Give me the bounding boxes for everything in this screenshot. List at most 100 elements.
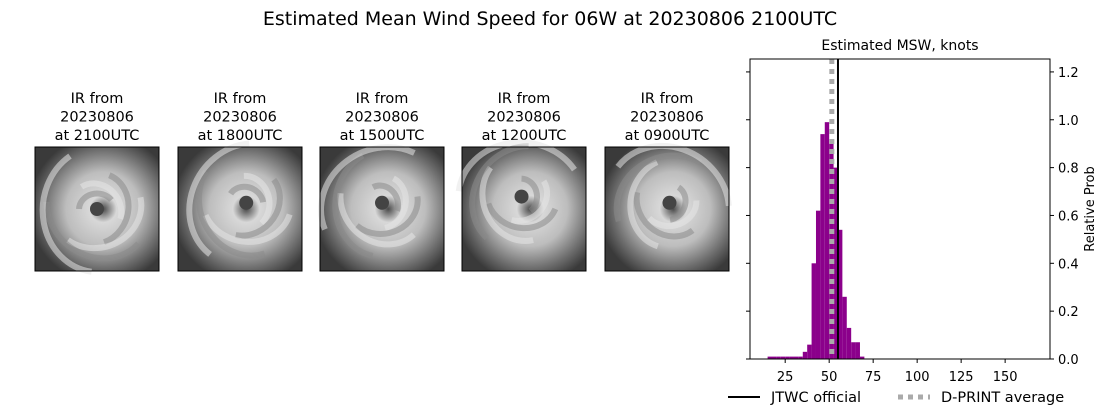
x-tick-label: 100 — [905, 370, 930, 385]
y-tick-label: 0.6 — [1058, 209, 1079, 224]
satellite-image — [177, 140, 303, 272]
image-title: IR from — [214, 91, 267, 107]
bar — [842, 296, 847, 359]
eye — [662, 195, 677, 210]
satellite-image — [34, 146, 160, 275]
image-title: 20230806 — [630, 110, 704, 126]
y-tick-label: 0.0 — [1058, 353, 1079, 368]
y-axis-label: Relative Prob — [1083, 166, 1098, 251]
cloud-band — [202, 213, 293, 245]
cloud-band — [79, 180, 125, 220]
cloud-band — [633, 191, 695, 240]
eye — [90, 202, 104, 216]
cloud-band — [332, 152, 374, 259]
cloud-band — [186, 140, 250, 257]
cloud-band — [455, 139, 577, 192]
bar — [793, 356, 799, 359]
image-title: at 2100UTC — [55, 128, 140, 144]
cloud-band — [318, 144, 416, 231]
cloud-band — [510, 179, 551, 224]
image-frame — [34, 146, 160, 272]
y-tick-label: 0.2 — [1058, 305, 1079, 320]
image-title: IR from — [356, 91, 409, 107]
bar — [855, 342, 860, 359]
bar — [767, 356, 772, 359]
cloud-band — [228, 183, 267, 203]
eye — [239, 195, 254, 210]
image-title: 20230806 — [487, 110, 561, 126]
cloud-band — [43, 201, 141, 262]
image-frame — [461, 146, 587, 272]
cloud-band — [627, 159, 659, 250]
cloud-band — [615, 142, 732, 207]
image-title: at 1500UTC — [340, 128, 425, 144]
cloud-band — [485, 202, 559, 232]
image-title: IR from — [71, 91, 124, 107]
cloud-band — [479, 165, 534, 244]
bar — [798, 356, 803, 359]
y-tick-label: 0.8 — [1058, 162, 1079, 177]
image-title: at 1800UTC — [198, 128, 283, 144]
x-tick-label: 25 — [777, 370, 794, 385]
bar — [780, 356, 786, 359]
image-title: 20230806 — [203, 110, 277, 126]
legend-label: JTWC official — [770, 390, 861, 406]
bar — [785, 356, 790, 359]
x-tick-label: 75 — [865, 370, 882, 385]
cloud-band — [354, 196, 421, 237]
image-title: 20230806 — [60, 110, 134, 126]
cloud-band — [76, 190, 114, 210]
satellite-image — [604, 142, 732, 272]
eye — [375, 195, 389, 210]
bar — [802, 351, 808, 359]
bar — [789, 356, 794, 359]
cloud-band — [613, 152, 703, 223]
plot-frame — [749, 58, 1051, 360]
bar — [815, 210, 821, 359]
cloud-band — [384, 175, 409, 231]
bar — [820, 134, 825, 359]
image-frame — [177, 146, 303, 272]
bar — [771, 356, 777, 359]
bar — [776, 356, 781, 359]
image-title: 20230806 — [345, 110, 419, 126]
chart-title: Estimated MSW, knots — [821, 38, 978, 54]
bar — [807, 344, 812, 359]
satellite-image — [455, 139, 587, 272]
figure-title: Estimated Mean Wind Speed for 06W at 202… — [263, 8, 837, 30]
cloud-band — [102, 172, 132, 246]
bar — [859, 356, 865, 359]
bar — [851, 342, 856, 359]
image-frame — [604, 146, 730, 272]
bar — [846, 327, 852, 359]
image-title: IR from — [641, 91, 694, 107]
satellite-image — [318, 144, 445, 272]
x-tick-label: 150 — [993, 370, 1018, 385]
bar — [837, 229, 843, 359]
legend-label: D-PRINT average — [941, 390, 1064, 406]
y-tick-label: 1.2 — [1058, 66, 1079, 81]
bar — [833, 167, 838, 359]
cloud-band — [469, 143, 529, 241]
image-title: at 0900UTC — [625, 128, 710, 144]
cloud-band — [647, 200, 700, 230]
x-tick-label: 125 — [949, 370, 974, 385]
cloud-band — [669, 184, 689, 223]
cloud-band — [195, 169, 266, 259]
image-bg — [462, 147, 586, 271]
y-tick-label: 1.0 — [1058, 114, 1079, 129]
y-tick-label: 0.4 — [1058, 257, 1079, 272]
cloud-band — [243, 172, 273, 226]
bar — [824, 122, 830, 359]
cloud-band — [235, 177, 283, 239]
bar — [811, 263, 816, 359]
cloud-band — [521, 175, 541, 214]
cloud-band — [39, 153, 92, 275]
x-tick-label: 50 — [821, 370, 838, 385]
cloud-band — [337, 192, 416, 248]
cloud-band — [371, 182, 402, 212]
eye — [514, 189, 529, 204]
image-frame — [319, 146, 445, 272]
image-title: IR from — [498, 91, 551, 107]
